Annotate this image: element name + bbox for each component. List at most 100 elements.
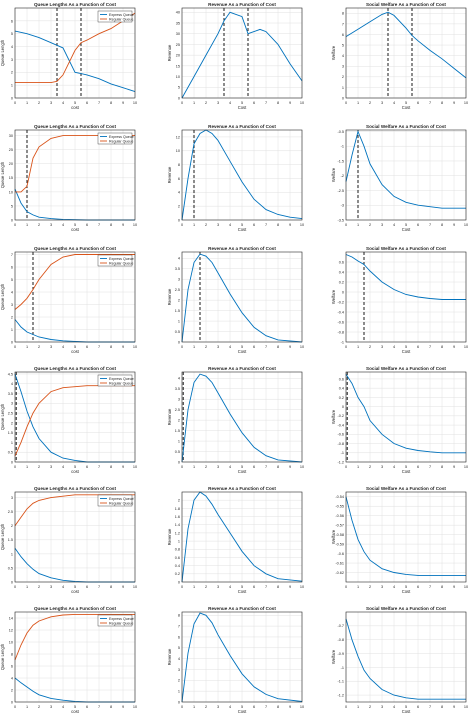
legend-label-1: Express Queue xyxy=(109,13,134,17)
chart-panel-1: 0 1 2 3 4 5 6 7 8 9 10 0 1 2 3 4 5 6 Queue Lengths As a Fu… xyxy=(0,2,137,110)
chart-title: Revenue As a Function of Cost xyxy=(208,486,276,491)
y-tick-label: 10 xyxy=(176,75,180,79)
series-line-1 xyxy=(181,11,303,99)
x-tick-label: 7 xyxy=(98,585,100,589)
x-tick-label: 6 xyxy=(417,705,419,709)
y-axis-label: Revenue xyxy=(167,44,172,61)
x-tick-label: 4 xyxy=(229,101,231,105)
x-tick-label: 1 xyxy=(357,705,359,709)
series-line-1 xyxy=(181,491,303,583)
y-tick-label: 0 xyxy=(11,340,13,344)
x-tick-label: 10 xyxy=(464,585,468,589)
y-tick-label: 40 xyxy=(176,11,180,15)
y-tick-label: -0.8 xyxy=(337,442,344,446)
chart-title: Social Welfare As a Function of Cost xyxy=(366,124,446,129)
chart-panel-15: 0 1 2 3 4 5 6 7 8 9 10 -0.62 -0.61 -0.6 -0.59 -0.58 -0.5… xyxy=(331,486,468,594)
x-tick-label: 6 xyxy=(86,345,88,349)
x-tick-label: 10 xyxy=(300,585,304,589)
x-tick-label: 8 xyxy=(110,223,112,227)
y-tick-label: 2 xyxy=(178,299,180,303)
y-tick-label: 2 xyxy=(11,421,13,425)
x-tick-label: 7 xyxy=(429,465,431,469)
y-tick-label: 4 xyxy=(178,191,180,195)
x-axis-label: Cost xyxy=(238,105,247,110)
chart-title: Queue Lengths As a Function of Cost xyxy=(34,246,116,251)
x-tick-label: 10 xyxy=(464,101,468,105)
x-axis-label: Cost xyxy=(402,105,411,110)
x-tick-label: 0 xyxy=(14,101,16,105)
x-tick-label: 0 xyxy=(181,101,183,105)
y-tick-label: 3 xyxy=(11,303,13,307)
y-tick-label: 2 xyxy=(11,315,13,319)
y-tick-label: 8 xyxy=(178,163,180,167)
x-tick-label: 3 xyxy=(381,101,383,105)
x-tick-label: 6 xyxy=(253,705,255,709)
y-tick-label: -0.56 xyxy=(335,514,344,518)
x-tick-label: 6 xyxy=(86,101,88,105)
x-tick-label: 5 xyxy=(405,223,407,227)
y-axis-label: Revenue xyxy=(167,408,172,425)
x-tick-label: 3 xyxy=(50,705,52,709)
y-tick-label: 2 xyxy=(11,688,13,692)
x-tick-label: 2 xyxy=(369,465,371,469)
y-tick-label: 1 xyxy=(178,439,180,443)
x-tick-label: 8 xyxy=(277,345,279,349)
series-line-1 xyxy=(181,129,303,221)
y-tick-label: 0.8 xyxy=(175,548,180,552)
chart-panel-6: 0 1 2 3 4 5 6 7 8 9 10 -3.5 -3 -2.5 -2 -1.5 -1 -0.5 Social… xyxy=(331,124,468,232)
y-tick-label: -0.8 xyxy=(337,330,344,334)
x-axis-label: cost xyxy=(71,469,80,474)
x-tick-label: 10 xyxy=(133,705,137,709)
x-tick-label: 6 xyxy=(86,465,88,469)
x-tick-label: 4 xyxy=(229,705,231,709)
y-tick-label: 3 xyxy=(178,668,180,672)
y-tick-label: -1.2 xyxy=(337,460,344,464)
legend-label-2: Regular Queue xyxy=(109,261,133,265)
legend-label-1: Express Queue xyxy=(109,257,134,261)
chart-panel-13: 0 1 2 3 4 5 6 7 8 9 10 0 0.5 1 1.5 2 2.5 3 Queue Lengths A… xyxy=(0,486,137,594)
y-tick-label: 0 xyxy=(342,290,344,294)
x-tick-label: 5 xyxy=(74,585,76,589)
x-tick-label: 4 xyxy=(229,465,231,469)
y-tick-label: 3 xyxy=(11,402,13,406)
x-tick-label: 1 xyxy=(26,705,28,709)
x-tick-label: 4 xyxy=(229,345,231,349)
y-tick-label: 1 xyxy=(178,319,180,323)
x-tick-label: 6 xyxy=(86,585,88,589)
x-tick-label: 8 xyxy=(110,705,112,709)
series-line-2 xyxy=(15,135,135,193)
x-axis-label: Cost xyxy=(238,349,247,354)
x-tick-label: 7 xyxy=(265,223,267,227)
y-tick-label: 10 xyxy=(176,149,180,153)
x-tick-label: 3 xyxy=(381,345,383,349)
x-tick-label: 10 xyxy=(300,465,304,469)
y-axis-label: Queue Length xyxy=(0,643,5,670)
x-tick-label: 3 xyxy=(381,705,383,709)
y-tick-label: -0.57 xyxy=(335,524,344,528)
y-tick-label: -0.4 xyxy=(337,310,344,314)
x-tick-label: 6 xyxy=(86,705,88,709)
chart-panel-10: 0 1 2 3 4 5 6 7 8 9 10 0 0.5 1 1.5 2 2.5 3 3.5 4 4.5 Queue Le… xyxy=(0,366,137,474)
x-tick-label: 5 xyxy=(241,465,243,469)
x-tick-label: 1 xyxy=(193,705,195,709)
series-line-1 xyxy=(345,496,466,576)
y-tick-label: -3.5 xyxy=(337,218,344,222)
axes-frame xyxy=(14,251,136,343)
x-tick-label: 9 xyxy=(453,223,455,227)
legend-label-1: Express Queue xyxy=(109,377,134,381)
x-tick-label: 4 xyxy=(62,101,64,105)
x-tick-label: 7 xyxy=(429,345,431,349)
x-tick-label: 4 xyxy=(393,585,395,589)
axes-frame xyxy=(181,371,303,463)
y-tick-label: 2.5 xyxy=(8,510,13,514)
y-tick-label: -2 xyxy=(341,174,344,178)
x-axis-label: Cost xyxy=(238,227,247,232)
series-line-1 xyxy=(14,30,136,93)
x-tick-label: 6 xyxy=(253,465,255,469)
chart-title: Revenue As a Function of Cost xyxy=(208,246,276,251)
series-line-2 xyxy=(14,385,135,457)
y-axis-label: Welfare xyxy=(331,45,336,60)
axes-frame xyxy=(14,129,136,221)
y-axis-label: Welfare xyxy=(331,409,336,424)
y-axis-label: Queue Length xyxy=(0,523,5,550)
